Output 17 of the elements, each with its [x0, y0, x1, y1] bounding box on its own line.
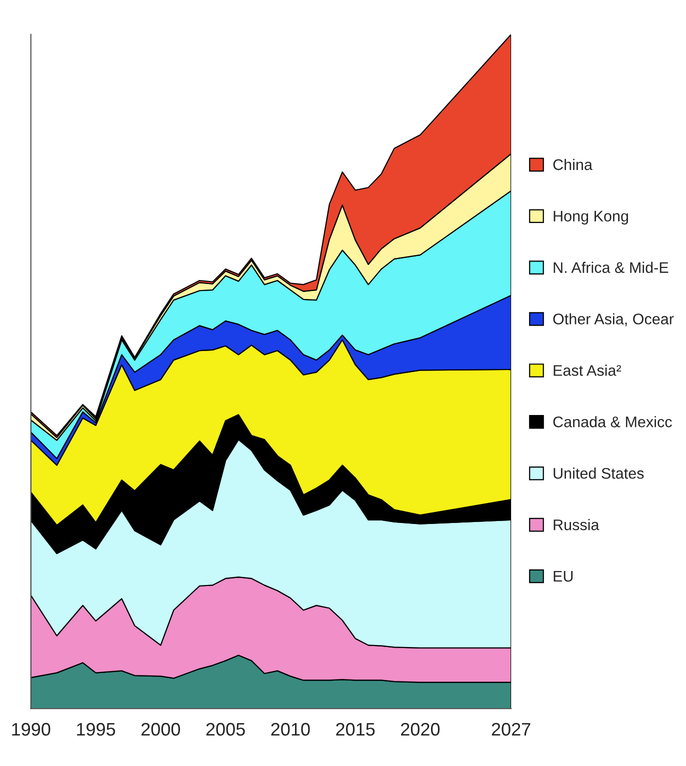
x-tick-label: 1995 — [77, 722, 116, 736]
legend-label: United States — [554, 468, 644, 479]
legend-label: East Asia² — [554, 364, 622, 376]
legend-label: Russia — [554, 519, 600, 530]
legend-label: Canada & Mexicc — [553, 416, 672, 428]
legend-label: China — [553, 158, 592, 170]
x-tick-label: 2010 — [271, 722, 310, 736]
legend-label: Other Asia, Ocear — [553, 313, 674, 326]
x-tick-label: 2015 — [336, 722, 375, 736]
legend-label: N. Africa & Mid-E — [554, 262, 668, 273]
x-tick-label: 2000 — [141, 722, 180, 736]
x-tick-label: 2020 — [401, 722, 440, 736]
x-tick-label: 2027 — [492, 722, 530, 736]
x-tick-label: 2005 — [206, 722, 245, 736]
x-tick-label: 1990 — [12, 722, 50, 736]
legend-label: Hong Kong — [554, 210, 628, 225]
legend-label: EU — [554, 571, 573, 582]
